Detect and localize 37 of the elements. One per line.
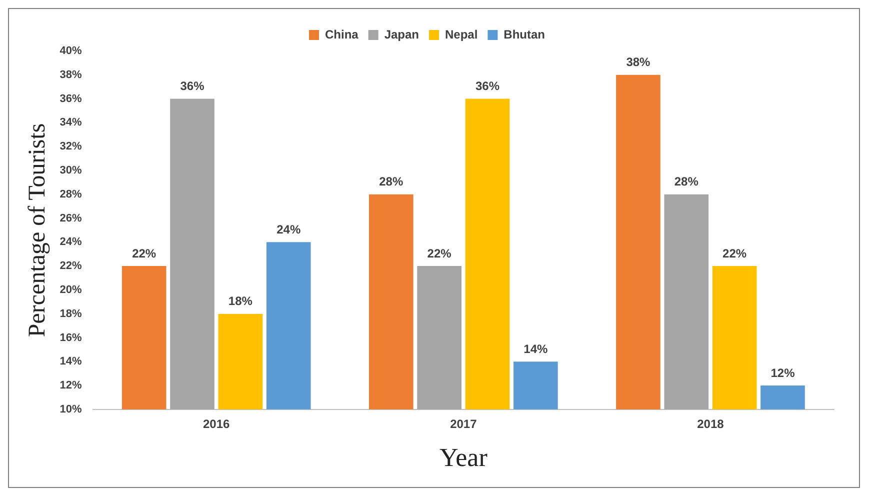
y-tick-label: 22% — [60, 260, 82, 272]
legend-label: Nepal — [445, 27, 478, 42]
data-label: 28% — [379, 174, 404, 189]
legend-label: China — [324, 27, 359, 42]
data-label: 12% — [770, 366, 796, 380]
y-tick-label: 32% — [60, 140, 82, 153]
data-label: 22% — [427, 246, 452, 260]
data-label: 14% — [524, 342, 548, 356]
legend-label: Japan — [384, 27, 420, 42]
x-tick-label: 2016 — [202, 416, 230, 431]
legend-label: Bhutan — [504, 27, 546, 42]
y-tick-label: 28% — [60, 188, 82, 200]
data-label: 22% — [722, 246, 747, 260]
data-label: 38% — [626, 55, 651, 70]
data-label: 22% — [132, 246, 156, 260]
y-tick-label: 16% — [60, 332, 82, 344]
y-tick-label: 14% — [60, 356, 82, 368]
data-label: 28% — [674, 174, 699, 189]
y-tick-label: 34% — [60, 116, 82, 129]
data-label: 18% — [228, 294, 253, 308]
y-tick-label: 40% — [60, 45, 82, 58]
x-axis-title: Year — [439, 443, 488, 472]
x-tick-label: 2018 — [697, 416, 724, 431]
y-axis-title: Percentage of Tourists — [24, 123, 51, 338]
y-tick-label: 12% — [60, 380, 82, 392]
x-tick-label: 2017 — [450, 416, 478, 431]
y-tick-label: 24% — [60, 236, 82, 248]
data-label: 36% — [180, 79, 205, 94]
y-tick-label: 36% — [60, 92, 82, 105]
y-tick-label: 20% — [60, 284, 82, 296]
data-label: 36% — [475, 79, 500, 94]
y-tick-label: 30% — [60, 164, 82, 176]
data-label: 24% — [276, 222, 301, 236]
y-tick-label: 10% — [60, 403, 82, 416]
y-tick-label: 38% — [60, 68, 82, 81]
y-tick-label: 26% — [60, 212, 82, 224]
y-tick-label: 18% — [60, 308, 82, 320]
